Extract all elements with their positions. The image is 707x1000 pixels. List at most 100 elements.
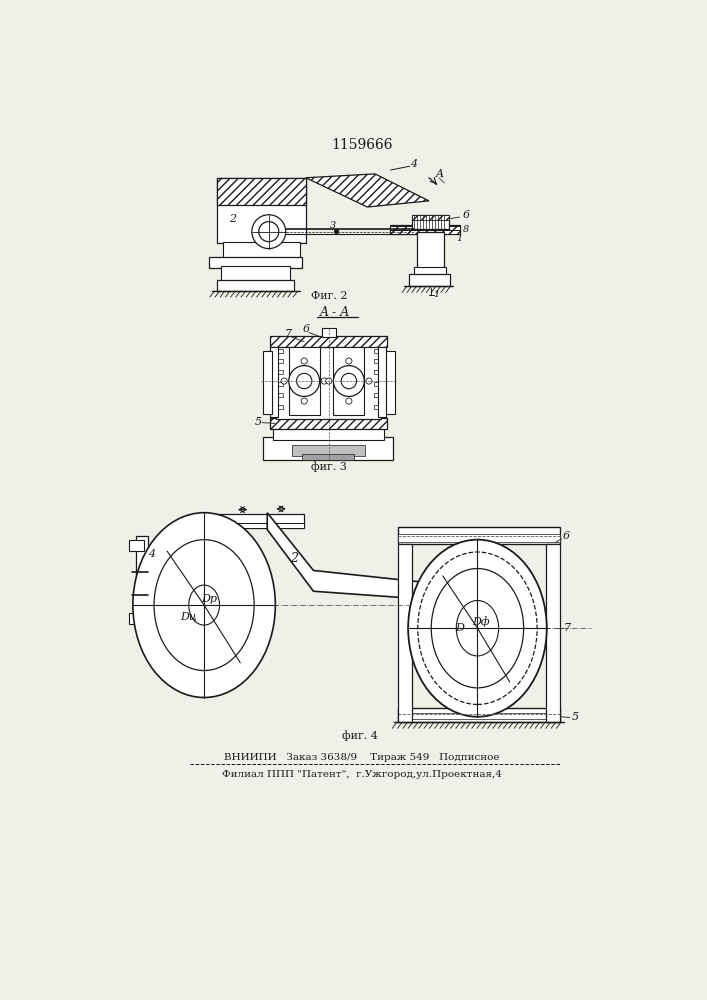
Bar (129, 540, 144, 551)
Text: 3: 3 (330, 221, 337, 230)
Bar (223, 242, 300, 259)
Text: Филиал ППП "Патент",  г.Ужгород,ул.Проектная,4: Филиал ППП "Патент", г.Ужгород,ул.Проект… (222, 770, 502, 779)
Bar (373, 349, 379, 353)
Bar (379, 349, 383, 352)
Text: фиг. 4: фиг. 4 (341, 731, 378, 741)
Text: 5: 5 (255, 417, 262, 427)
Circle shape (334, 229, 339, 234)
Text: 7: 7 (564, 623, 571, 633)
Bar (273, 428, 383, 440)
Ellipse shape (418, 552, 537, 704)
Circle shape (334, 366, 364, 396)
Text: Dp: Dp (201, 594, 218, 604)
Ellipse shape (456, 600, 498, 656)
Bar (217, 178, 305, 243)
Circle shape (326, 378, 332, 384)
Ellipse shape (431, 569, 524, 688)
Bar (277, 382, 283, 386)
Bar (262, 351, 272, 414)
Circle shape (296, 373, 312, 389)
Ellipse shape (139, 572, 156, 595)
Bar (221, 266, 291, 282)
Bar (322, 328, 336, 337)
Bar (379, 371, 383, 373)
Bar (217, 280, 294, 291)
Bar (386, 351, 395, 414)
Bar (269, 418, 387, 429)
Bar (398, 534, 560, 542)
Bar (204, 523, 304, 528)
Bar (273, 394, 277, 396)
Text: 2: 2 (229, 214, 236, 224)
Bar (273, 349, 277, 352)
Bar (269, 336, 387, 347)
Text: 6: 6 (563, 531, 570, 541)
Text: A: A (436, 169, 444, 179)
Bar (277, 393, 283, 397)
Bar (373, 359, 379, 363)
Bar (409, 274, 450, 286)
Circle shape (346, 398, 352, 404)
Text: 6: 6 (462, 210, 469, 220)
Text: A - A: A - A (320, 306, 350, 319)
Text: 1: 1 (433, 290, 440, 299)
Polygon shape (267, 513, 421, 599)
Bar (373, 370, 379, 374)
Text: 2: 2 (290, 552, 298, 565)
Bar (546, 544, 560, 722)
Bar (277, 405, 283, 409)
Bar (373, 405, 379, 409)
Bar (378, 347, 386, 417)
Ellipse shape (133, 513, 275, 698)
Ellipse shape (408, 540, 547, 717)
Text: Dф: Dф (472, 617, 490, 627)
Bar (379, 383, 383, 385)
Text: 6: 6 (302, 324, 309, 334)
Bar (209, 257, 302, 268)
Ellipse shape (154, 540, 254, 671)
Bar (273, 383, 277, 385)
Bar (398, 527, 560, 544)
Circle shape (301, 358, 308, 364)
Bar (414, 267, 446, 276)
Bar (379, 406, 383, 408)
Bar (302, 454, 354, 460)
Bar (390, 230, 460, 234)
Bar (334, 347, 364, 415)
Text: Dц: Dц (180, 612, 197, 622)
Bar (129, 613, 144, 624)
Bar (412, 215, 449, 220)
Bar (416, 232, 443, 268)
Bar (204, 514, 304, 528)
Bar (390, 225, 460, 234)
Bar (398, 544, 412, 722)
Bar (412, 215, 449, 229)
Text: 4: 4 (410, 159, 417, 169)
Text: 5: 5 (572, 712, 579, 722)
Bar (276, 346, 381, 419)
Text: 4: 4 (148, 549, 156, 559)
Ellipse shape (189, 585, 219, 625)
Bar (292, 445, 365, 456)
Text: фиг. 3: фиг. 3 (311, 461, 346, 472)
Bar (273, 371, 277, 373)
Text: 1159666: 1159666 (331, 138, 392, 152)
Bar (273, 406, 277, 408)
Circle shape (366, 378, 372, 384)
Circle shape (341, 373, 356, 389)
Circle shape (281, 378, 287, 384)
Circle shape (301, 398, 308, 404)
Bar (136, 536, 148, 620)
Bar (277, 359, 283, 363)
Bar (379, 394, 383, 396)
Bar (277, 349, 283, 353)
Circle shape (346, 358, 352, 364)
Text: 8: 8 (463, 225, 469, 234)
Bar (273, 359, 277, 362)
Circle shape (252, 215, 286, 249)
Bar (270, 347, 278, 417)
Bar (373, 382, 379, 386)
Text: 1: 1 (457, 234, 463, 243)
Circle shape (321, 378, 327, 384)
Text: ВНИИПИ   Заказ 3638/9    Тираж 549   Подписное: ВНИИПИ Заказ 3638/9 Тираж 549 Подписное (224, 753, 500, 762)
